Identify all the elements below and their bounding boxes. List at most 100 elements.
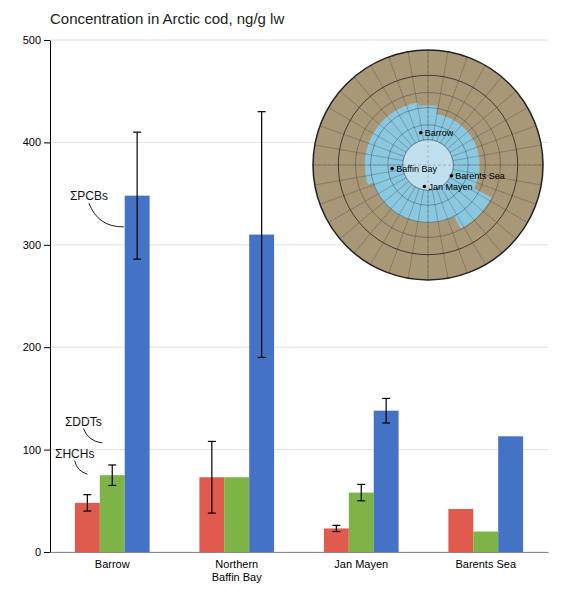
tick-mark [44, 245, 50, 246]
annotation-connector [75, 461, 88, 474]
bar [473, 532, 498, 552]
error-bar-cap [208, 441, 216, 442]
error-bar-stem [137, 132, 138, 259]
tick-label: Barents Sea [455, 558, 516, 570]
y-tick: 400 [23, 136, 50, 148]
series-annotation: ΣDDTs [65, 415, 102, 429]
map-border [313, 50, 543, 280]
map-border [338, 75, 517, 254]
tick-mark [44, 552, 50, 553]
error-bar-stem [336, 525, 337, 531]
error-bar-stem [386, 398, 387, 423]
map-meridian [389, 189, 420, 273]
y-tick: 500 [23, 34, 50, 46]
error-bar-cap [258, 111, 266, 112]
y-tick: 0 [35, 546, 50, 558]
error-bar-cap [382, 398, 390, 399]
map-location-dot [419, 131, 423, 135]
map-meridian [452, 126, 536, 157]
tick-label: 100 [23, 444, 41, 456]
tick-label-line: Barents Sea [455, 558, 516, 570]
map-location-label: Barrow [425, 128, 454, 138]
bar [498, 436, 523, 552]
error-bar-stem [361, 484, 362, 500]
tick-label-line: Jan Mayen [334, 558, 388, 570]
series-annotation: ΣHCHs [55, 447, 94, 461]
annotation-connector [83, 428, 102, 443]
x-tick: Barents Sea [455, 558, 516, 570]
grid-line [50, 40, 548, 41]
error-bar-cap [108, 485, 116, 486]
map-meridian [389, 57, 420, 141]
error-bar-cap [382, 422, 390, 423]
y-tick: 300 [23, 239, 50, 251]
error-bar [357, 484, 365, 500]
tick-label: Barrow [95, 558, 130, 570]
chart-svg: Concentration in Arctic cod, ng/g lw 0 100… [0, 0, 563, 602]
inset-map: Barrow Baffin Bay Barents SeaJan Mayen [313, 50, 543, 280]
bar [100, 475, 125, 552]
axis-line [50, 41, 51, 553]
error-bar-stem [112, 465, 113, 485]
tick-label: Jan Mayen [334, 558, 388, 570]
map-land-ring [313, 50, 543, 280]
tick-label: 300 [23, 239, 41, 251]
error-bar-cap [357, 500, 365, 501]
map-meridian [320, 174, 404, 205]
map-location-dot [423, 185, 427, 189]
map-location-dot [450, 174, 454, 178]
tick-label: 500 [23, 34, 41, 46]
y-tick: 200 [23, 341, 50, 353]
grid [50, 40, 548, 552]
error-bar-cap [258, 357, 266, 358]
x-tick: NorthernBaffin Bay [212, 558, 262, 583]
error-bar [108, 465, 116, 485]
map-location-label: Jan Mayen [428, 182, 472, 192]
error-bar-cap [357, 484, 365, 485]
error-bar-cap [208, 512, 216, 513]
tick-label: 400 [23, 136, 41, 148]
bar [448, 509, 473, 552]
tick-label: 0 [35, 546, 41, 558]
map-parallel [388, 125, 469, 206]
bar [224, 477, 249, 552]
error-bar-cap [83, 510, 91, 511]
tick-mark [44, 40, 50, 41]
error-bar-cap [83, 494, 91, 495]
error-bar [208, 441, 216, 513]
y-tick: 100 [23, 444, 50, 456]
series-annotations: ΣHCHsΣDDTsΣPCBs [55, 189, 124, 474]
tick-label-line: Barrow [95, 558, 130, 570]
error-bar [133, 132, 141, 259]
map-location-label: Baffin Bay [396, 164, 437, 174]
error-bar [332, 525, 340, 531]
y-axis: 0 100 200 300 400 500 [23, 34, 51, 558]
x-axis: Barrow NorthernBaffin Bay Jan Mayen Barents… [51, 553, 549, 584]
marks [75, 112, 523, 552]
error-bar [382, 398, 390, 423]
tick-mark [44, 142, 50, 143]
tick-label-line: Northern [215, 558, 258, 570]
error-bar [258, 112, 266, 358]
map-meridian [437, 189, 468, 273]
tick-mark [44, 347, 50, 348]
tick-label: NorthernBaffin Bay [212, 558, 262, 583]
chart-title: Concentration in Arctic cod, ng/g lw [50, 10, 284, 27]
bar [324, 528, 349, 552]
error-bar-stem [211, 441, 212, 513]
error-bar-cap [108, 464, 116, 465]
chart-container: Concentration in Arctic cod, ng/g lw 0 100… [0, 0, 563, 602]
error-bar-cap [133, 259, 141, 260]
axis-line [51, 552, 549, 553]
error-bar-cap [332, 525, 340, 526]
bar [349, 493, 374, 552]
annotation-connector [89, 203, 124, 227]
bar-series [100, 465, 498, 552]
map-location-label: Barents Sea [455, 171, 505, 181]
x-tick: Jan Mayen [334, 558, 388, 570]
x-tick: Barrow [95, 558, 130, 570]
error-bar-stem [87, 495, 88, 511]
map-location-dot [390, 167, 394, 171]
plot-area: 0100200300400500BarrowNorthernBaffin Bay… [23, 34, 549, 583]
tick-label-line: Baffin Bay [212, 571, 262, 583]
